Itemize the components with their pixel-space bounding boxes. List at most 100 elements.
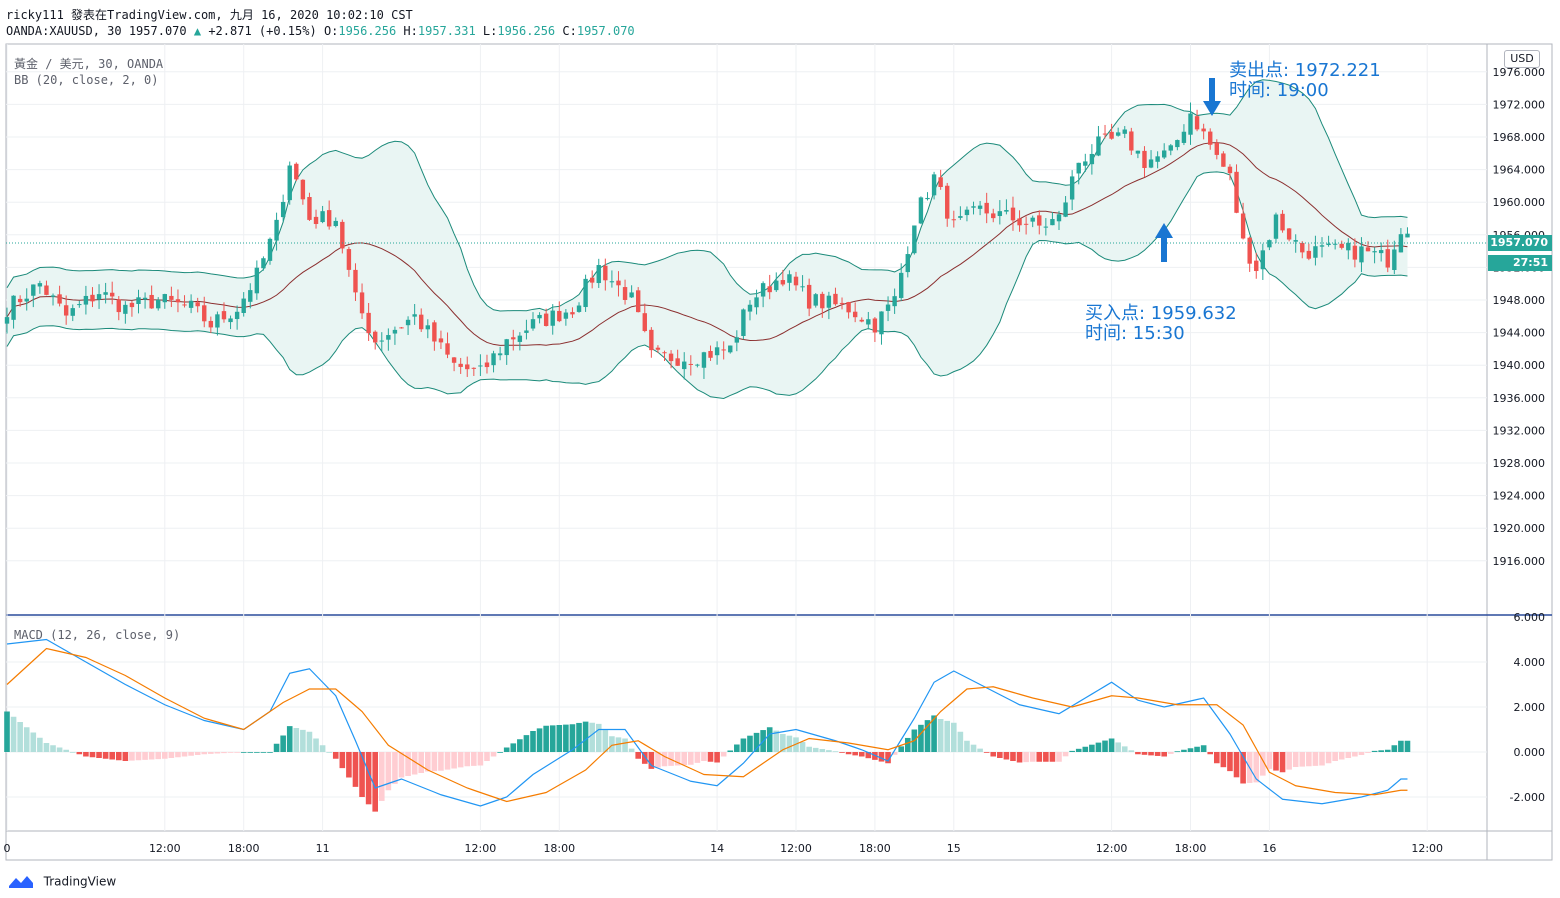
candle-body bbox=[294, 163, 299, 180]
bb-upper-band bbox=[6, 79, 1408, 312]
candle-body bbox=[576, 305, 582, 312]
candle-body bbox=[1208, 131, 1213, 145]
macd-line bbox=[6, 638, 1408, 807]
macd-histogram-bar bbox=[1115, 742, 1121, 752]
macd-tick-label: -2.000 bbox=[1510, 791, 1545, 804]
candle-body bbox=[997, 211, 1003, 217]
macd-histogram-bar bbox=[1384, 749, 1391, 752]
macd-histogram-bar bbox=[1378, 750, 1384, 752]
macd-histogram-bar bbox=[240, 752, 247, 753]
macd-histogram-bar bbox=[135, 752, 142, 761]
macd-legend[interactable]: MACD (12, 26, close, 9) bbox=[14, 628, 181, 642]
macd-histogram-bar bbox=[1233, 752, 1240, 778]
macd-histogram-bar bbox=[517, 739, 523, 752]
candle-body bbox=[760, 283, 766, 297]
macd-histogram-bar bbox=[1049, 752, 1056, 762]
price-tick-label: 1972.000 bbox=[1493, 98, 1546, 111]
buy-arrow-icon bbox=[1155, 223, 1173, 262]
macd-histogram-bar bbox=[806, 746, 812, 752]
buy-annotation[interactable]: 买入点: 1959.632 时间: 15:30 bbox=[1085, 304, 1237, 344]
candle-body bbox=[708, 350, 713, 358]
instrument-legend[interactable]: 黃金 / 美元, 30, OANDA bbox=[14, 57, 164, 71]
candle-body bbox=[1247, 237, 1252, 264]
macd-histogram-bar bbox=[411, 752, 418, 775]
macd-histogram-bar bbox=[175, 752, 181, 758]
macd-histogram-bar bbox=[1352, 752, 1358, 757]
candle-body bbox=[1083, 161, 1088, 166]
candle-body bbox=[1392, 249, 1397, 270]
candle-body bbox=[747, 304, 753, 312]
sell-annotation[interactable]: 卖出点: 1972.221 时间: 19:00 bbox=[1229, 61, 1381, 101]
candle-body bbox=[465, 364, 470, 370]
macd-histogram-bar bbox=[221, 752, 227, 754]
candle-body bbox=[50, 295, 56, 297]
candle-body bbox=[340, 221, 345, 249]
macd-histogram-bar bbox=[1200, 745, 1207, 752]
candle-body bbox=[83, 295, 89, 305]
time-tick-label: 18:00 bbox=[543, 842, 575, 855]
macd-histogram-bar bbox=[681, 752, 688, 766]
candle-body bbox=[1405, 233, 1410, 238]
candle-body bbox=[984, 202, 989, 214]
candle-body bbox=[136, 297, 141, 305]
candle-body bbox=[1273, 214, 1279, 239]
macd-histogram-bar bbox=[1089, 744, 1095, 752]
macd-histogram-bar bbox=[1227, 752, 1233, 772]
macd-histogram-bar bbox=[1102, 740, 1108, 752]
high-label: H: bbox=[403, 24, 418, 38]
macd-histogram-bar bbox=[398, 752, 405, 778]
macd-histogram-bar bbox=[694, 752, 701, 763]
macd-histogram-bar bbox=[319, 745, 326, 752]
macd-histogram-bar bbox=[951, 722, 957, 752]
macd-histogram-bar bbox=[740, 738, 747, 752]
macd-histogram-bar bbox=[812, 747, 819, 752]
candle-body bbox=[964, 209, 970, 216]
candle-body bbox=[958, 216, 963, 218]
macd-histogram-bar bbox=[1029, 752, 1036, 762]
candle-body bbox=[1221, 153, 1226, 167]
macd-histogram-bar bbox=[365, 752, 372, 805]
tradingview-logo[interactable]: TradingView bbox=[8, 871, 116, 889]
time-tick-label: 14 bbox=[710, 842, 724, 855]
macd-tick-label: 0.000 bbox=[1514, 746, 1546, 759]
symbol-label[interactable]: OANDA:XAUUSD, 30 bbox=[6, 24, 122, 38]
candle-body bbox=[1313, 246, 1318, 258]
macd-histogram-bar bbox=[444, 752, 451, 770]
candle-body bbox=[4, 317, 10, 324]
candle-body bbox=[912, 225, 917, 254]
macd-histogram-bar bbox=[227, 752, 234, 753]
price-tick-label: 1976.000 bbox=[1493, 66, 1546, 79]
candle-body bbox=[1227, 166, 1233, 174]
candle-body bbox=[668, 353, 674, 362]
macd-histogram-bar bbox=[523, 735, 530, 752]
macd-histogram-bar bbox=[405, 752, 411, 776]
currency-button[interactable]: USD bbox=[1504, 50, 1540, 68]
macd-histogram-bar bbox=[786, 735, 793, 752]
candle-body bbox=[1037, 215, 1042, 226]
macd-histogram-bar bbox=[641, 752, 648, 764]
candle-body bbox=[1300, 242, 1305, 253]
macd-histogram-bar bbox=[378, 752, 385, 801]
macd-histogram-bar bbox=[569, 724, 576, 752]
macd-histogram-bar bbox=[628, 748, 635, 752]
candle-body bbox=[399, 327, 404, 329]
bb-legend[interactable]: BB (20, close, 2, 0) bbox=[14, 73, 159, 87]
macd-histogram-bar bbox=[707, 752, 714, 762]
macd-histogram-bar bbox=[727, 750, 734, 752]
candle-body bbox=[419, 314, 424, 330]
price-tick-label: 1964.000 bbox=[1493, 164, 1546, 177]
candle-body bbox=[110, 292, 115, 297]
macd-histogram-bar bbox=[69, 752, 76, 753]
macd-histogram-bar bbox=[102, 752, 109, 759]
price-tick-label: 1960.000 bbox=[1493, 196, 1546, 209]
candle-body bbox=[11, 295, 16, 320]
macd-histogram-bar bbox=[773, 730, 780, 752]
macd-histogram-bar bbox=[280, 735, 286, 752]
macd-histogram-bar bbox=[234, 752, 240, 753]
bb-lower-band bbox=[6, 171, 1408, 399]
candle-body bbox=[971, 206, 976, 208]
candle-body bbox=[497, 353, 503, 356]
candle-body bbox=[425, 325, 430, 330]
candle-body bbox=[24, 298, 29, 302]
